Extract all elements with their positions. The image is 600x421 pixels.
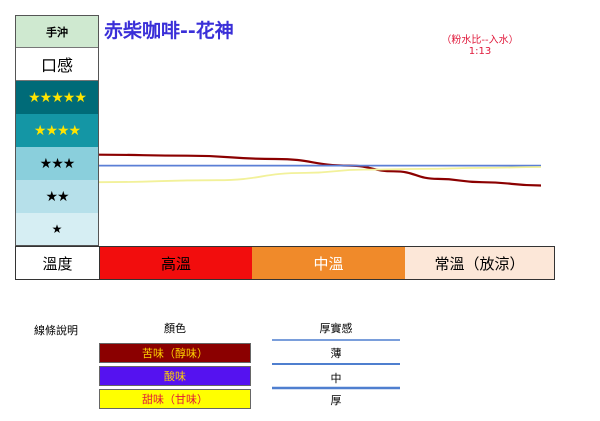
rating-5-stars: ★★★★★ bbox=[16, 81, 98, 114]
temperature-label: 溫度 bbox=[16, 247, 100, 279]
legend-body-header: 厚實感 bbox=[319, 322, 353, 335]
series-layer bbox=[99, 153, 542, 187]
legend-acid-swatch: 酸味 bbox=[99, 366, 251, 386]
legend-color-header: 顏色 bbox=[164, 322, 186, 335]
ratio-label: （粉水比--入水） bbox=[441, 35, 519, 46]
series-line-sweet bbox=[99, 166, 542, 184]
body-medium-label: 中 bbox=[330, 372, 342, 385]
rating-4-stars: ★★★★ bbox=[16, 114, 98, 147]
rating-scale: 手沖 口感 ★★★★★ ★★★★ ★★★ ★★ ★ bbox=[15, 15, 99, 246]
chart-title: 赤柴咖啡--花神 bbox=[104, 20, 234, 42]
body-thick-label: 厚 bbox=[330, 394, 342, 407]
body-thickness-lines bbox=[272, 339, 400, 390]
temp-room: 常溫（放涼） bbox=[405, 247, 554, 279]
rating-3-stars: ★★★ bbox=[16, 147, 98, 180]
temp-mid: 中溫 bbox=[252, 247, 405, 279]
ratio-value: 1:13 bbox=[468, 46, 492, 57]
mouthfeel-label: 口感 bbox=[16, 48, 98, 81]
rating-2-stars: ★★ bbox=[16, 180, 98, 213]
temp-high: 高溫 bbox=[100, 247, 252, 279]
legend-title: 線條說明 bbox=[34, 324, 78, 337]
rating-1-star: ★ bbox=[16, 213, 98, 245]
temperature-axis: 溫度 高溫 中溫 常溫（放涼） bbox=[15, 246, 555, 280]
legend-bitter-swatch: 苦味（醇味） bbox=[99, 343, 251, 363]
legend-sweet-swatch: 甜味（甘味） bbox=[99, 389, 251, 409]
brewing-method-label: 手沖 bbox=[16, 16, 98, 48]
body-thin-label: 薄 bbox=[330, 347, 342, 360]
taste-chart bbox=[99, 153, 542, 187]
